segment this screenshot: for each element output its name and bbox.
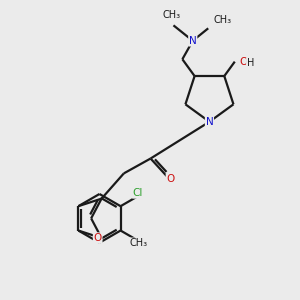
Text: H: H bbox=[247, 58, 254, 68]
Text: CH₃: CH₃ bbox=[214, 15, 232, 25]
Text: CH₃: CH₃ bbox=[129, 238, 147, 248]
Text: O: O bbox=[167, 174, 175, 184]
Text: Cl: Cl bbox=[133, 188, 143, 198]
Text: CH₃: CH₃ bbox=[163, 10, 181, 20]
Text: N: N bbox=[206, 117, 213, 127]
Text: O: O bbox=[94, 233, 102, 243]
Text: N: N bbox=[189, 36, 196, 46]
Text: O: O bbox=[239, 57, 247, 67]
